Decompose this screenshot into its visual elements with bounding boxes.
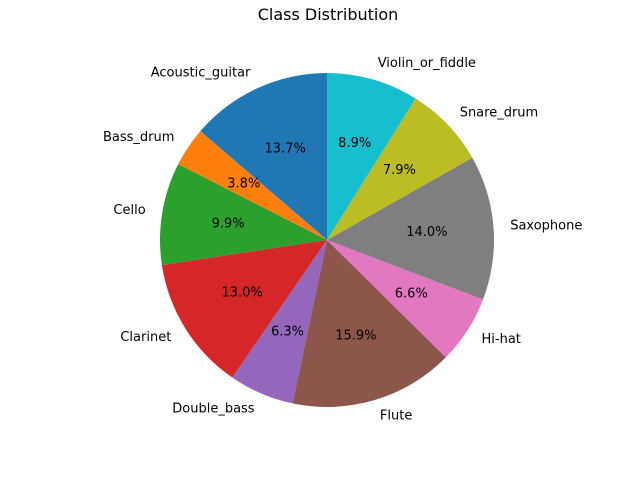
pie-slice-cello [160,164,327,266]
pie-slice-violin-or-fiddle [327,73,416,240]
slice-label-bass-drum: Bass_drum [103,130,174,145]
slice-label-cello: Cello [113,203,145,218]
pie-slice-saxophone [327,157,494,300]
percent-label-snare-drum: 7.9% [383,163,416,178]
percent-label-cello: 9.9% [212,217,245,232]
slice-label-flute: Flute [380,408,412,423]
slice-label-hi-hat: Hi-hat [482,332,521,347]
percent-label-flute: 15.9% [335,329,376,344]
percent-label-acoustic-guitar: 13.7% [265,141,306,156]
pie-slice-clarinet [161,240,327,378]
percent-label-saxophone: 14.0% [406,225,447,240]
slice-label-snare-drum: Snare_drum [460,106,539,121]
pie-slices [160,73,494,407]
pie-slice-bass-drum [178,131,327,240]
percent-label-clarinet: 13.0% [221,286,262,301]
pie-slice-flute [292,240,446,407]
pie-labels: Acoustic_guitar 13.7% Bass_drum 3.8% Cello 9.… [103,56,582,423]
pie-slice-acoustic-guitar [200,73,327,240]
percent-label-bass-drum: 3.8% [227,177,260,192]
chart-title: Class Distribution [258,5,399,24]
slice-label-clarinet: Clarinet [120,330,171,345]
pie-slice-hi-hat [327,240,484,358]
percent-label-violin-or-fiddle: 8.9% [338,136,371,151]
pie-slice-double-bass [232,240,327,404]
percent-label-hi-hat: 6.6% [395,287,428,302]
slice-label-double-bass: Double_bass [172,401,255,416]
slice-label-violin-or-fiddle: Violin_or_fiddle [378,56,476,71]
pie-slice-snare-drum [327,98,473,240]
slice-label-saxophone: Saxophone [510,219,582,234]
slice-label-acoustic-guitar: Acoustic_guitar [151,66,251,81]
percent-label-double-bass: 6.3% [271,325,304,340]
